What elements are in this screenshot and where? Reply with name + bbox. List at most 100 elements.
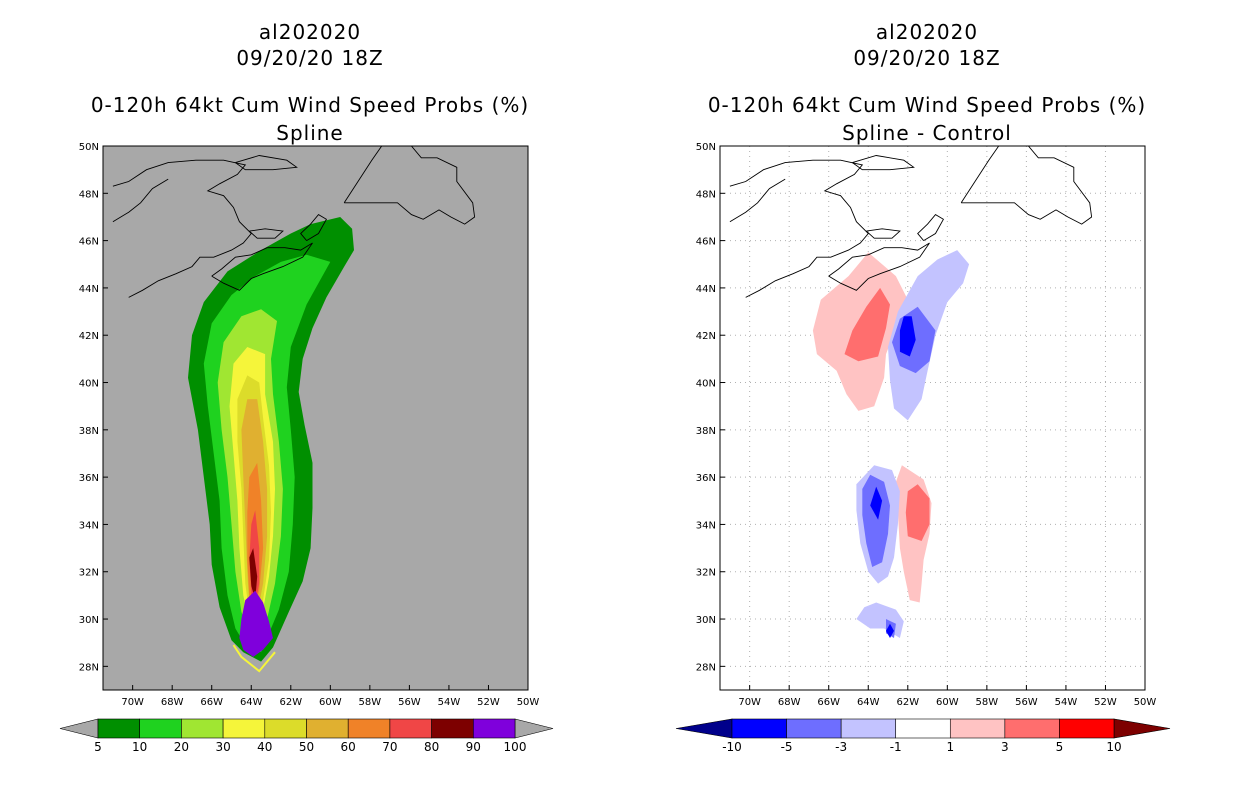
right-coastline-0 [729, 159, 869, 298]
left-colorbar-label-5: 50 [299, 740, 314, 754]
left-contour-80-8 [249, 548, 258, 601]
right-x-tick-label-50w: 50W [1134, 697, 1157, 708]
right-x-tick-label-62w: 62W [896, 697, 919, 708]
left-colorbar-box-7 [389, 718, 432, 739]
left-colorbar-label-3: 30 [215, 740, 230, 754]
left-colorbar-label-0: 5 [94, 740, 102, 754]
right-colorbar-label-5: 3 [1001, 740, 1009, 754]
left-coastline-2 [300, 214, 328, 241]
left-colorbar-box-0 [97, 718, 141, 739]
right-colorbar-label-3: -1 [890, 740, 902, 754]
right-colorbar-label-6: 5 [1056, 740, 1064, 754]
right-y-tick-label-46n: 46N [696, 237, 716, 248]
left-y-tick-label-32n: 32N [79, 568, 99, 579]
left-colorbar-label-10: 100 [504, 740, 527, 754]
left-coastline-5 [235, 155, 298, 171]
left-y-tick-label-28n: 28N [79, 662, 99, 673]
right-x-tick-label-58w: 58W [976, 697, 999, 708]
left-x-tick-label-62w: 62W [279, 697, 302, 708]
right-colorbar-box-5 [1004, 718, 1060, 739]
left-contour-edge [232, 644, 276, 673]
left-title-datetime: 09/20/20 18Z [236, 46, 384, 70]
right-y-tick-label-48n: 48N [696, 189, 716, 200]
left-y-tick-label-46n: 46N [79, 237, 99, 248]
left-title-product: 0-120h 64kt Cum Wind Speed Probs (%) [90, 93, 530, 117]
left-x-tick-label-54w: 54W [438, 697, 461, 708]
right-colorbar-label-7: 10 [1106, 740, 1121, 754]
right-coastline-5 [852, 155, 915, 171]
left-y-tick-label-50n: 50N [79, 142, 99, 153]
left-colorbar-box-9 [472, 718, 516, 739]
left-coastline-0 [112, 159, 252, 298]
left-y-tick-label-44n: 44N [79, 284, 99, 295]
left-colorbar-label-9: 90 [466, 740, 481, 754]
right-colorbar-box-4 [949, 718, 1006, 739]
right-y-tick-label-34n: 34N [696, 520, 716, 531]
left-y-tick-label-34n: 34N [79, 520, 99, 531]
right-colorbar-box-6 [1059, 718, 1115, 739]
left-colorbar-box-8 [431, 718, 474, 739]
right-y-tick-label-28n: 28N [696, 662, 716, 673]
left-x-tick-label-60w: 60W [319, 697, 342, 708]
left-title-storm-id: al202020 [258, 20, 362, 44]
left-plot-frame [102, 145, 529, 691]
left-plot-area [112, 146, 476, 673]
right-y-tick-label-40n: 40N [696, 379, 716, 390]
left-coastline-6 [112, 178, 169, 223]
right-title-storm-id: al202020 [875, 20, 979, 44]
right-contour-3-3 [905, 484, 930, 541]
right-contour-neg10-12 [886, 623, 894, 638]
right-colorbar-label-2: -3 [835, 740, 847, 754]
left-y-tick-label-48n: 48N [79, 189, 99, 200]
left-colorbar-box-3 [222, 718, 266, 739]
right-title-datetime: 09/20/20 18Z [853, 46, 1001, 70]
left-coastline-1 [211, 242, 313, 291]
left-colorbar-box-5 [306, 718, 349, 739]
right-plot-area [720, 146, 1145, 690]
right-colorbar-label-0: -10 [722, 740, 742, 754]
right-plot-background [720, 146, 1145, 690]
left-contour-90-9 [239, 590, 273, 657]
left-x-tick-label-58w: 58W [359, 697, 382, 708]
right-colorbar-left-arrow [675, 718, 733, 739]
right-coastline-6 [729, 178, 786, 223]
right-x-tick-label-52w: 52W [1094, 697, 1117, 708]
right-plot-frame [719, 145, 1146, 691]
right-colorbar-box-0 [731, 718, 787, 739]
left-colorbar-label-1: 10 [132, 740, 147, 754]
left-colorbar-right-arrow [514, 718, 554, 739]
right-y-tick-label-44n: 44N [696, 284, 716, 295]
left-coastline-3 [248, 228, 284, 239]
right-coastline-2 [917, 214, 945, 241]
right-colorbar-label-1: -5 [781, 740, 793, 754]
right-x-tick-label-70w: 70W [738, 697, 761, 708]
left-x-tick-label-64w: 64W [240, 697, 263, 708]
left-x-tick-label-50w: 50W [517, 697, 540, 708]
right-colorbar-box-3 [895, 718, 951, 739]
right-title-method: Spline - Control [842, 121, 1012, 145]
right-y-tick-label-50n: 50N [696, 142, 716, 153]
left-y-tick-label-42n: 42N [79, 331, 99, 342]
right-y-tick-label-38n: 38N [696, 426, 716, 437]
right-x-tick-label-66w: 66W [817, 697, 840, 708]
left-y-tick-label-30n: 30N [79, 615, 99, 626]
right-colorbar-box-2 [840, 718, 897, 739]
left-x-tick-label-52w: 52W [477, 697, 500, 708]
left-x-tick-label-68w: 68W [161, 697, 184, 708]
left-colorbar-box-2 [181, 718, 224, 739]
right-coastline-4 [960, 146, 1093, 225]
right-x-tick-label-56w: 56W [1015, 697, 1038, 708]
right-contour-neg10-9 [870, 486, 883, 520]
left-colorbar-box-1 [139, 718, 182, 739]
right-colorbar-label-4: 1 [946, 740, 954, 754]
right-y-tick-label-30n: 30N [696, 615, 716, 626]
right-x-tick-label-54w: 54W [1055, 697, 1078, 708]
right-title-product: 0-120h 64kt Cum Wind Speed Probs (%) [707, 93, 1147, 117]
left-colorbar-box-4 [264, 718, 307, 739]
left-y-tick-label-36n: 36N [79, 473, 99, 484]
left-title-method: Spline [276, 121, 344, 145]
left-colorbar-label-4: 40 [257, 740, 272, 754]
left-y-tick-label-40n: 40N [79, 379, 99, 390]
right-x-tick-label-60w: 60W [936, 697, 959, 708]
